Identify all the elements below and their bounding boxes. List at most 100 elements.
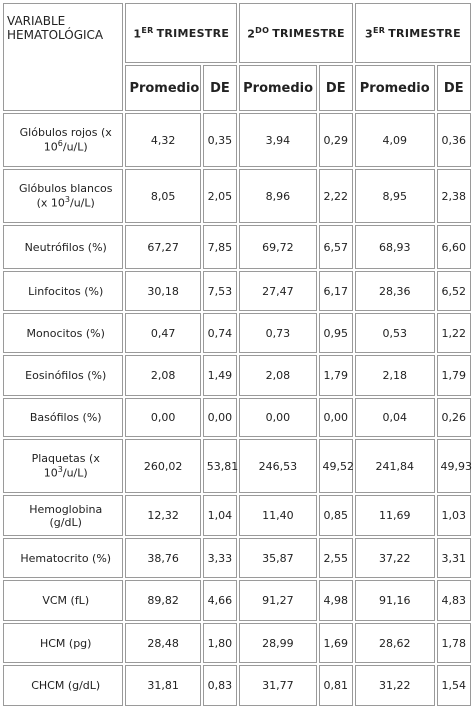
data-row: Glóbulos blancos (x 103/u/L) 8,05 2,05 8,96… [3,169,471,223]
cell: 6,57 [318,225,353,269]
cell: 1,78 [436,623,471,663]
header-row: VARIABLE HEMATOLÓGICA 1ER TRIMESTRE 2DO TRIM… [3,3,471,111]
subheader: DE [318,65,353,111]
cell: 31,22 [354,665,435,706]
cell: 0,53 [354,313,435,353]
cell: 89,82 [125,580,201,621]
cell: 6,60 [436,225,471,269]
cell: 0,00 [239,398,317,437]
cell: 0,95 [318,313,353,353]
cell: 2,08 [125,355,201,396]
subheader: DE [202,65,238,111]
cell: 260,02 [125,439,201,493]
row-label: Basófilos (%) [3,398,124,437]
cell: 31,81 [125,665,201,706]
cell: 11,69 [354,495,435,536]
cell: 68,93 [354,225,435,269]
row-label: Linfocitos (%) [3,271,124,311]
cell: 6,17 [318,271,353,311]
cell: 4,32 [125,113,201,167]
row-label: Glóbulos rojos (x 106/u/L) [3,113,124,167]
data-row: Hematocrito (%) 38,76 3,33 35,87 2,55 37,22 3,… [3,538,471,578]
cell: 0,74 [202,313,238,353]
text-part: TRIMESTRE [388,27,461,41]
cell: 2,55 [318,538,353,578]
cell: 38,76 [125,538,201,578]
superscript: ER [141,25,154,35]
data-row: Neutrófilos (%) 67,27 7,85 69,72 6,57 68,93 6,… [3,225,471,269]
cell: 0,35 [202,113,238,167]
row-label: Hematocrito (%) [3,538,124,578]
superscript: 3 [57,465,63,475]
cell: 6,52 [436,271,471,311]
cell: 0,83 [202,665,238,706]
text-part: Glóbulos rojos (x 10 [19,126,112,154]
cell: 12,32 [125,495,201,536]
cell: 27,47 [239,271,317,311]
text-part: TRIMESTRE [272,27,345,41]
superscript: DO [255,25,270,35]
data-row: Plaquetas (x 103/u/L) 260,02 53,81 246,53 49… [3,439,472,493]
cell: 4,66 [202,580,238,621]
cell: 1,54 [436,665,471,706]
cell: 1,80 [202,623,238,663]
subheader: Promedio [239,65,317,111]
superscript: ER [373,25,386,35]
cell: 1,79 [318,355,353,396]
cell: 1,03 [436,495,471,536]
text-part: Glóbulos blancos (x 10 [18,182,113,210]
cell: 4,09 [354,113,435,167]
cell: 49,52 [318,439,354,493]
cell: 67,27 [125,225,201,269]
cell: 0,26 [436,398,471,437]
cell: 1,69 [318,623,353,663]
cell: 2,22 [318,169,353,223]
cell: 28,62 [354,623,435,663]
table-body: VARIABLE HEMATOLÓGICA 1ER TRIMESTRE 2DO TRIM… [3,3,472,706]
row-label: VCM (fL) [3,580,124,621]
text-part: 1 [133,27,142,41]
cell: 11,40 [239,495,317,536]
cell: 2,05 [202,169,238,223]
cell: 1,22 [436,313,471,353]
subheader: Promedio [125,65,201,111]
text-part: /u/L) [70,196,95,210]
cell: 4,98 [318,580,353,621]
data-row: Hemoglobina (g/dL) 12,32 1,04 11,40 0,85 11,6… [3,495,471,536]
cell: 3,31 [436,538,471,578]
cell: 0,85 [318,495,353,536]
row-label: Glóbulos blancos (x 103/u/L) [3,169,124,223]
superscript: 6 [57,139,63,149]
text-part: 3 [365,27,374,41]
cell: 31,77 [239,665,317,706]
row-label: Eosinófilos (%) [3,355,124,396]
cell: 7,85 [202,225,238,269]
cell: 8,95 [354,169,435,223]
trimester-header: 1ER TRIMESTRE [125,3,238,63]
cell: 91,27 [239,580,317,621]
cell: 0,47 [125,313,201,353]
cell: 28,36 [354,271,435,311]
cell: 0,00 [125,398,201,437]
row-label: Plaquetas (x 103/u/L) [3,439,124,493]
superscript: 3 [64,195,70,205]
cell: 2,08 [239,355,317,396]
cell: 0,04 [354,398,435,437]
data-row: Eosinófilos (%) 2,08 1,49 2,08 1,79 2,18 1,79 [3,355,471,396]
cell: 37,22 [354,538,435,578]
cell: 91,16 [354,580,435,621]
cell: 3,33 [202,538,238,578]
text-part: /u/L) [62,466,88,480]
data-row: VCM (fL) 89,82 4,66 91,27 4,98 91,16 4,83 [3,580,471,621]
trimester-header: 2DO TRIMESTRE [239,3,353,63]
text-part: /u/L) [62,140,88,154]
cell: 30,18 [125,271,201,311]
text-part: TRIMESTRE [156,27,230,41]
data-row: Glóbulos rojos (x 106/u/L) 4,32 0,35 3,94 0,… [3,113,471,167]
cell: 8,96 [239,169,317,223]
cell: 49,93 [436,439,472,493]
cell: 246,53 [239,439,317,493]
cell: 3,94 [239,113,317,167]
subheader: Promedio [354,65,435,111]
